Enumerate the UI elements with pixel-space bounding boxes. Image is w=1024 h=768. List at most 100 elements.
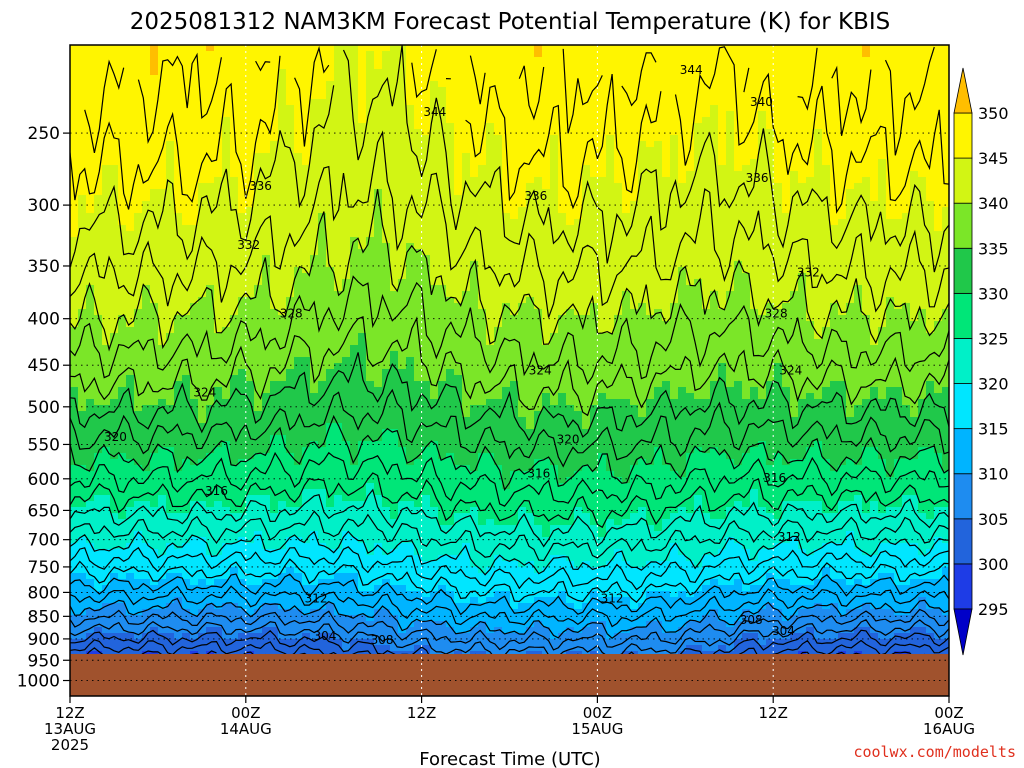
- band-cell: [318, 483, 327, 490]
- band-cell: [350, 339, 359, 346]
- band-cell: [382, 555, 391, 562]
- band-cell: [238, 471, 247, 478]
- band-cell: [350, 357, 359, 364]
- band-cell: [326, 345, 335, 352]
- band-cell: [222, 369, 231, 376]
- band-cell: [126, 375, 135, 382]
- band-cell: [254, 267, 263, 274]
- band-cell: [414, 597, 423, 604]
- band-cell: [406, 363, 415, 370]
- band-cell: [430, 45, 439, 52]
- band-cell: [334, 297, 343, 304]
- band-cell: [246, 495, 255, 502]
- band-cell: [126, 447, 135, 454]
- band-cell: [350, 609, 359, 616]
- band-cell: [422, 195, 431, 202]
- band-cell: [302, 69, 311, 76]
- band-cell: [398, 261, 407, 268]
- band-cell: [278, 627, 287, 634]
- band-cell: [374, 393, 383, 400]
- band-cell: [422, 387, 431, 394]
- band-cell: [150, 399, 159, 406]
- band-cell: [142, 75, 151, 82]
- band-cell: [94, 207, 103, 214]
- band-cell: [222, 351, 231, 358]
- band-cell: [246, 297, 255, 304]
- band-cell: [214, 219, 223, 226]
- band-cell: [222, 117, 231, 124]
- band-cell: [150, 471, 159, 478]
- band-cell: [78, 267, 87, 274]
- band-cell: [166, 411, 175, 418]
- band-cell: [206, 645, 215, 652]
- band-cell: [406, 477, 415, 484]
- band-cell: [230, 405, 239, 412]
- band-cell: [198, 369, 207, 376]
- band-cell: [422, 507, 431, 514]
- band-cell: [214, 345, 223, 352]
- band-cell: [182, 135, 191, 142]
- band-cell: [318, 177, 327, 184]
- band-cell: [342, 345, 351, 352]
- band-cell: [86, 423, 95, 430]
- band-cell: [302, 117, 311, 124]
- band-cell: [430, 75, 439, 82]
- band-cell: [102, 309, 111, 316]
- band-cell: [206, 573, 215, 580]
- band-cell: [374, 243, 383, 250]
- band-cell: [142, 573, 151, 580]
- band-cell: [262, 309, 271, 316]
- band-cell: [342, 543, 351, 550]
- band-cell: [254, 495, 263, 502]
- band-cell: [158, 627, 167, 634]
- band-cell: [238, 273, 247, 280]
- band-cell: [414, 543, 423, 550]
- band-cell: [134, 525, 143, 532]
- band-cell: [70, 543, 79, 550]
- band-cell: [286, 435, 295, 442]
- band-cell: [278, 327, 287, 334]
- band-cell: [166, 351, 175, 358]
- band-cell: [110, 75, 119, 82]
- band-cell: [174, 225, 183, 232]
- band-cell: [342, 495, 351, 502]
- band-cell: [142, 165, 151, 172]
- band-cell: [190, 447, 199, 454]
- band-cell: [230, 135, 239, 142]
- band-cell: [414, 399, 423, 406]
- band-cell: [166, 561, 175, 568]
- band-cell: [262, 597, 271, 604]
- band-cell: [182, 237, 191, 244]
- band-cell: [182, 561, 191, 568]
- band-cell: [110, 417, 119, 424]
- band-cell: [134, 639, 143, 646]
- band-cell: [326, 195, 335, 202]
- band-cell: [366, 93, 375, 100]
- band-cell: [342, 453, 351, 460]
- band-cell: [94, 375, 103, 382]
- band-cell: [110, 141, 119, 148]
- band-cell: [350, 69, 359, 76]
- band-cell: [126, 537, 135, 544]
- band-cell: [110, 105, 119, 112]
- band-cell: [206, 567, 215, 574]
- band-cell: [174, 567, 183, 574]
- band-cell: [414, 123, 423, 130]
- band-cell: [150, 423, 159, 430]
- band-cell: [326, 441, 335, 448]
- band-cell: [126, 177, 135, 184]
- band-cell: [78, 45, 87, 52]
- band-cell: [102, 399, 111, 406]
- band-cell: [430, 453, 439, 460]
- band-cell: [262, 585, 271, 592]
- band-cell: [278, 81, 287, 88]
- band-cell: [166, 189, 175, 196]
- band-cell: [294, 477, 303, 484]
- band-cell: [302, 333, 311, 340]
- band-cell: [302, 405, 311, 412]
- band-cell: [94, 591, 103, 598]
- band-cell: [390, 81, 399, 88]
- band-cell: [174, 165, 183, 172]
- band-cell: [414, 213, 423, 220]
- band-cell: [110, 609, 119, 616]
